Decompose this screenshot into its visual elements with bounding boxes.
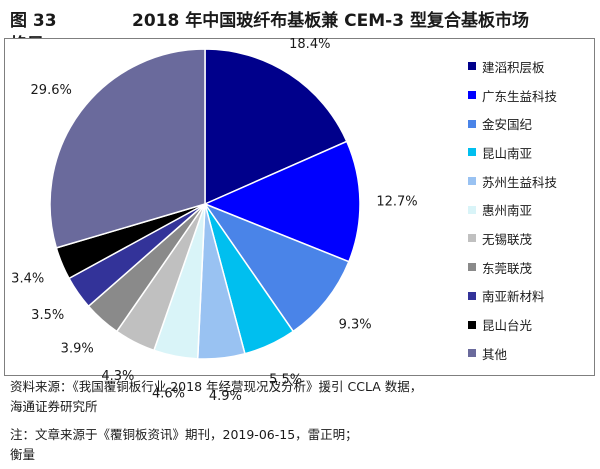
legend-swatch	[468, 291, 476, 300]
legend-label: 南亚新材料	[482, 289, 545, 305]
source-line-1: 资料来源：《我国覆铜板行业 2018 年经营现况及分析》援引 CCLA 数据，	[10, 379, 423, 394]
legend-label: 无锡联茂	[482, 231, 533, 247]
slice-label-7: 4.3%	[101, 369, 134, 384]
legend-label: 其他	[482, 346, 508, 362]
legend-label: 金安国纪	[482, 117, 533, 133]
note-line-1: 注：文章来源于《覆铜板资讯》期刊，2019-06-15，雷正明；	[10, 427, 358, 442]
legend-item-7: 无锡联茂	[468, 224, 593, 253]
figure-title: 2018 年中国玻纤布基板兼 CEM-3 型复合基板市场	[132, 11, 529, 31]
legend-label: 苏州生益科技	[482, 174, 558, 190]
legend-swatch	[468, 349, 476, 358]
legend-item-10: 昆山台光	[468, 310, 593, 339]
legend-item-6: 惠州南亚	[468, 195, 593, 224]
figure-label: 图 33	[10, 11, 57, 31]
slice-label-5: 4.9%	[209, 389, 242, 404]
legend-item-2: 广东生益科技	[468, 81, 593, 110]
legend-item-4: 昆山南亚	[468, 138, 593, 167]
slice-label-3: 9.3%	[339, 318, 372, 333]
legend-label: 昆山台光	[482, 318, 533, 334]
chart-frame	[4, 38, 595, 376]
legend-item-9: 南亚新材料	[468, 282, 593, 311]
pie-slice-3	[202, 202, 350, 333]
legend-swatch	[468, 62, 476, 71]
slice-label-4: 5.5%	[269, 372, 302, 387]
legend-label: 建滔积层板	[482, 59, 545, 75]
slice-label-11: 29.6%	[31, 83, 72, 98]
legend-label: 惠州南亚	[482, 203, 533, 219]
legend-swatch	[468, 205, 476, 214]
legend-label: 昆山南亚	[482, 145, 533, 161]
figure-header: 图 33 2018 年中国玻纤布基板兼 CEM-3 型复合基板市场 格局	[0, 0, 600, 38]
legend-swatch	[468, 177, 476, 186]
legend-swatch	[468, 91, 476, 100]
pie-slice-11	[49, 48, 206, 249]
pie-slice-1	[204, 48, 348, 206]
legend-swatch	[468, 234, 476, 243]
chart-legend: 建滔积层板广东生益科技 金安国纪昆山南亚苏州生益科技 惠州南亚无锡联茂东莞联茂南亚新…	[468, 52, 593, 368]
legend-swatch	[468, 320, 476, 329]
legend-label: 东莞联茂	[482, 260, 533, 276]
legend-swatch	[468, 148, 476, 157]
legend-item-3: 金安国纪	[468, 109, 593, 138]
slice-label-10: 3.4%	[11, 272, 44, 287]
slice-label-1: 18.4%	[289, 37, 330, 52]
pie-slice-2	[203, 140, 361, 263]
slice-label-2: 12.7%	[376, 195, 417, 210]
legend-item-11: 其他	[468, 339, 593, 368]
legend-item-5: 苏州生益科技	[468, 167, 593, 196]
figure-title-continued: 格局	[10, 30, 44, 38]
legend-swatch	[468, 119, 476, 128]
legend-item-1: 建滔积层板	[468, 52, 593, 81]
legend-swatch	[468, 263, 476, 272]
slice-label-9: 3.5%	[31, 308, 64, 323]
note-line-2: 衡量	[10, 447, 36, 462]
legend-item-8: 东莞联茂	[468, 253, 593, 282]
slice-label-6: 4.6%	[152, 387, 185, 402]
slice-label-8: 3.9%	[61, 341, 94, 356]
source-line-2: 海通证券研究所	[10, 399, 98, 414]
legend-label: 广东生益科技	[482, 88, 558, 104]
